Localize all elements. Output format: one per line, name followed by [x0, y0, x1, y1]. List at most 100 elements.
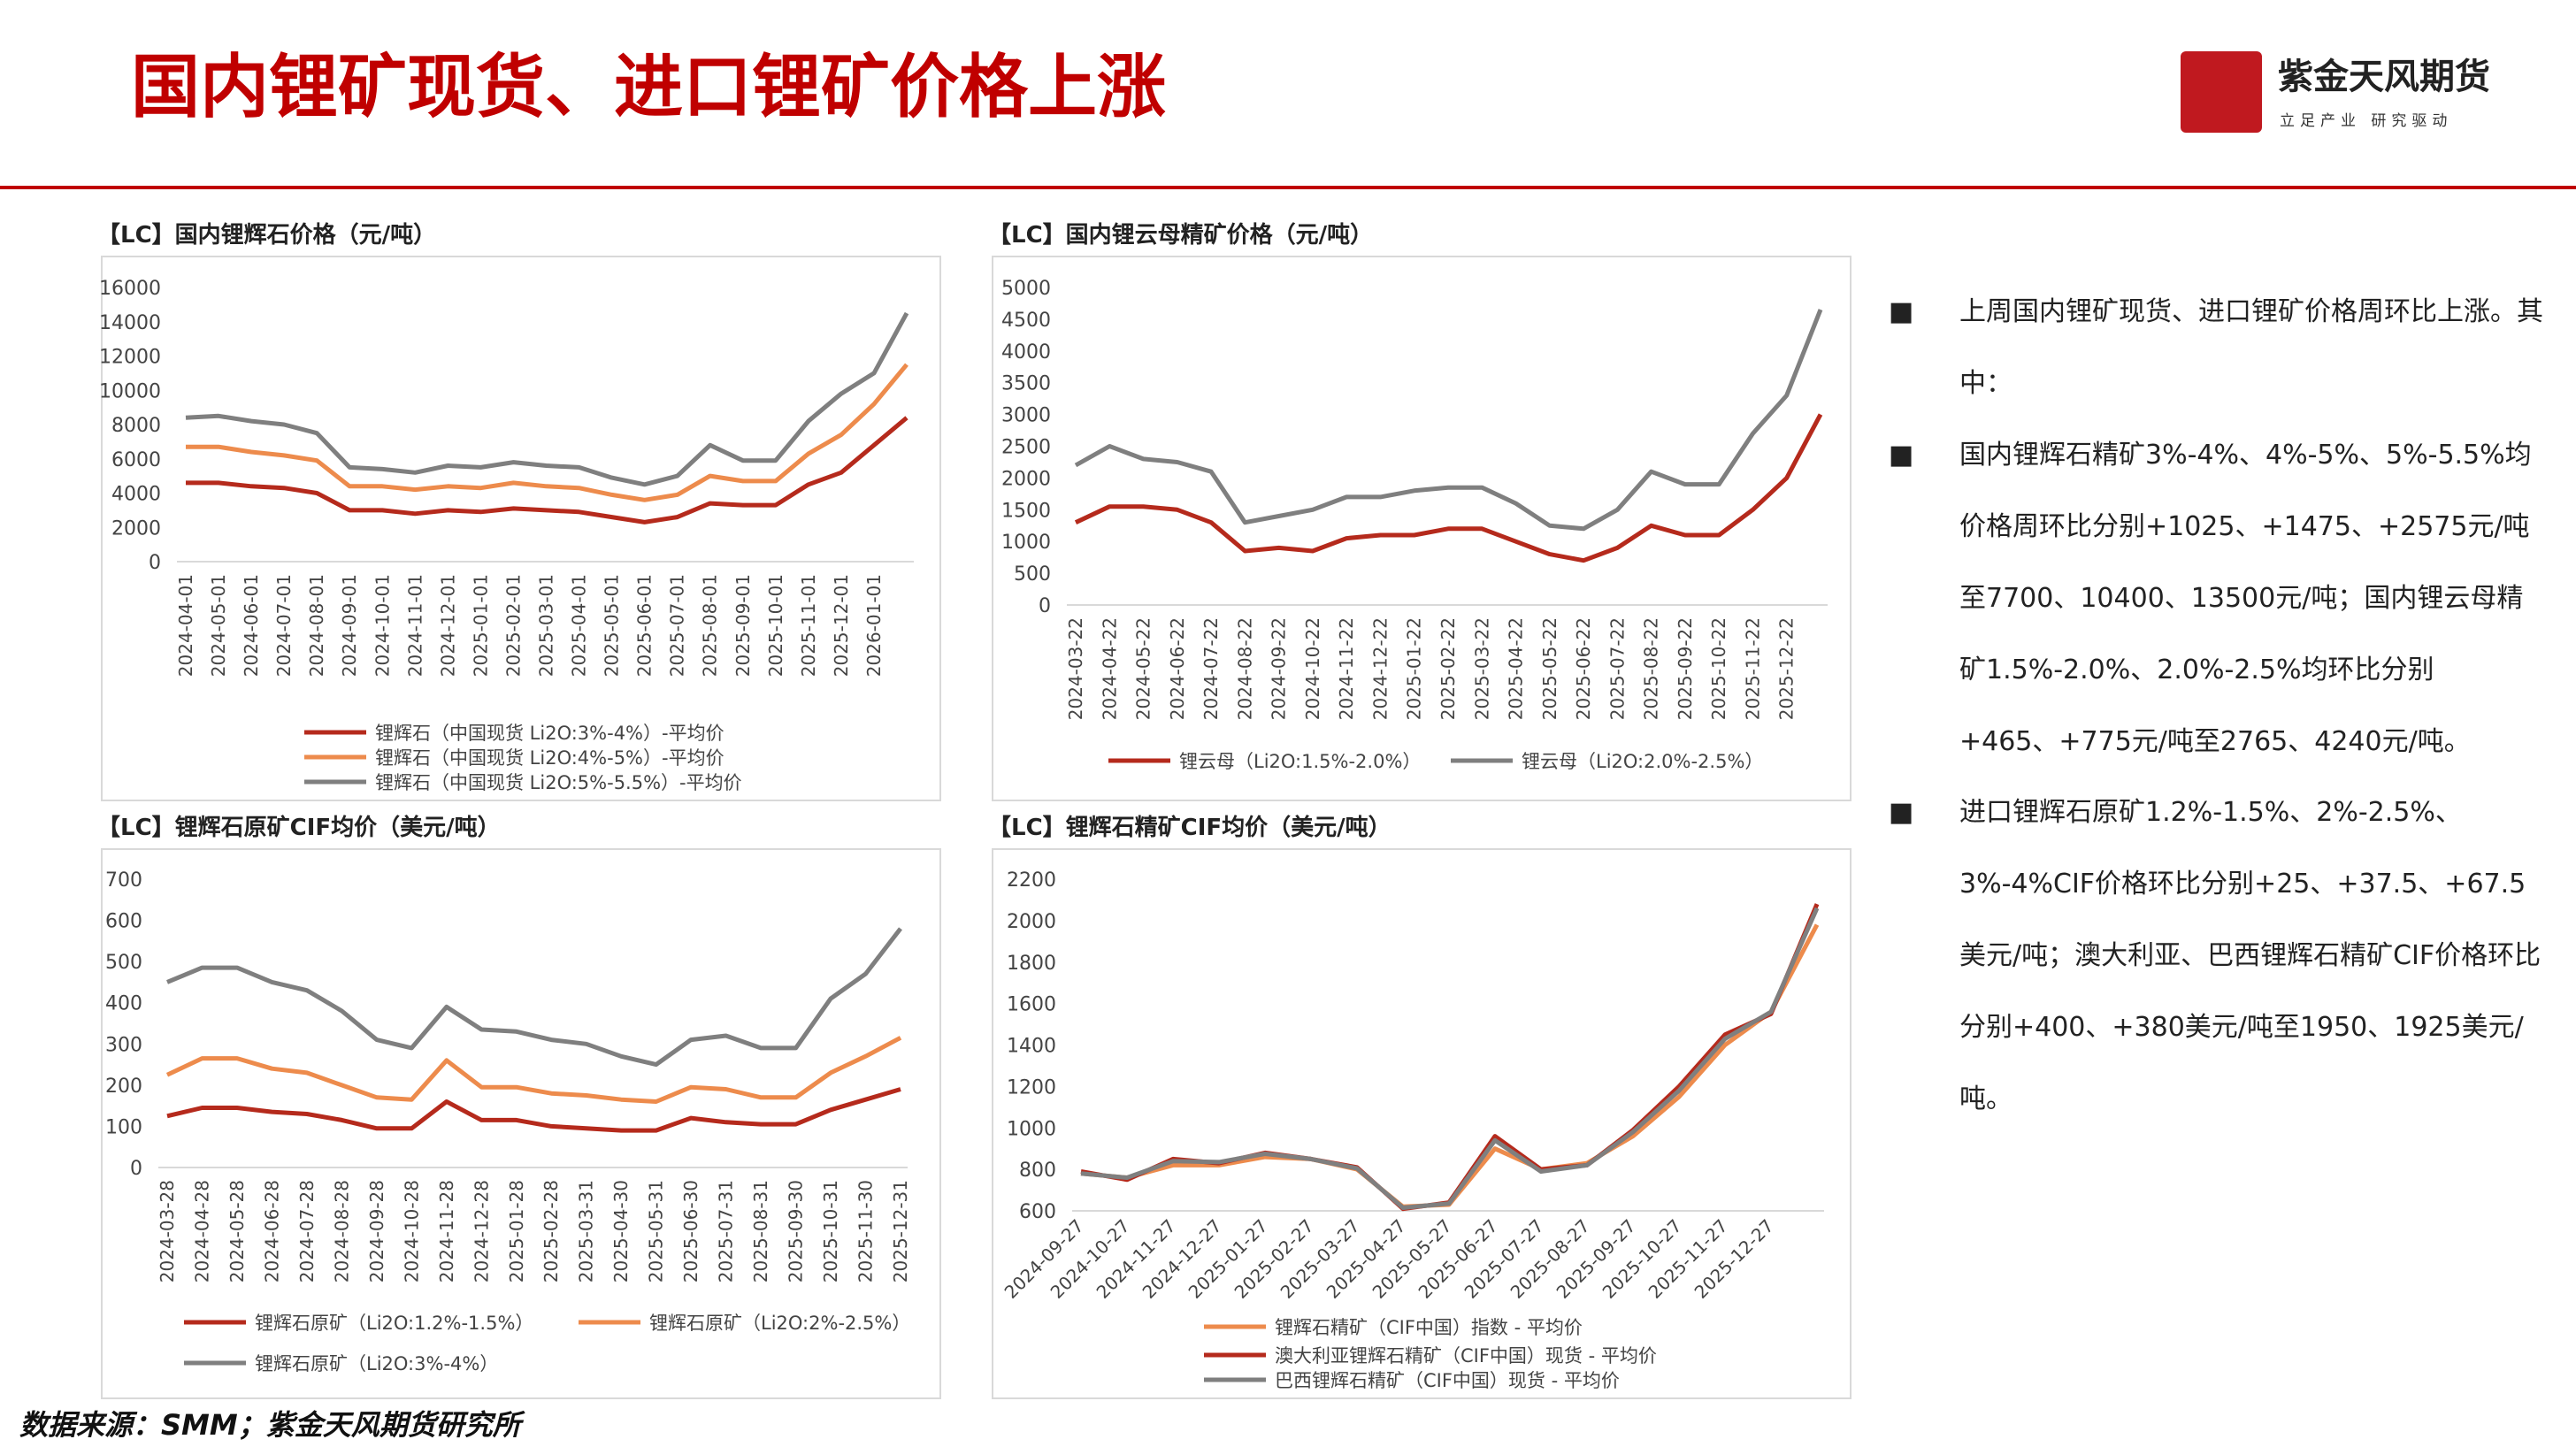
x-tick-label: 2025-02-01: [502, 574, 524, 677]
slogan: 立足产业 研究驱动: [2280, 112, 2452, 130]
x-tick-label: 2025-04-01: [569, 574, 590, 677]
x-tick-label: 2025-01-01: [470, 574, 491, 677]
y-tick-label: 800: [1019, 1160, 1056, 1182]
series-line: [165, 1036, 902, 1104]
y-tick-label: 0: [149, 552, 161, 574]
x-tick-label: 2025-08-31: [750, 1180, 771, 1282]
series-line: [1080, 923, 1820, 1209]
x-tick-label: 2024-07-01: [273, 574, 295, 677]
x-tick-label: 2024-05-01: [208, 574, 229, 677]
series-line: [1080, 907, 1820, 1210]
y-tick-label: 1600: [1007, 994, 1056, 1016]
chart-title: 【LC】锂辉石精矿CIF均价（美元/吨）: [988, 814, 1392, 841]
x-tick-label: 2025-01-22: [1404, 617, 1425, 720]
chart-panel: [992, 848, 1852, 1399]
y-tick-label: 14000: [99, 312, 161, 334]
bullet-marker: ■: [1889, 797, 1914, 828]
bullet-marker: ■: [1889, 296, 1914, 327]
y-tick-label: 3000: [1001, 405, 1051, 427]
y-tick-label: 600: [105, 911, 142, 933]
x-tick-label: 2025-09-22: [1675, 617, 1696, 720]
x-tick-label: 2024-05-22: [1133, 617, 1154, 720]
x-tick-label: 2025-02-28: [540, 1180, 562, 1282]
chart-panel: [992, 256, 1852, 801]
x-tick-label: 2025-02-22: [1438, 617, 1459, 720]
x-tick-label: 2024-11-01: [404, 574, 426, 677]
x-tick-label: 2025-06-30: [680, 1180, 702, 1282]
series-line: [186, 363, 908, 502]
y-tick-label: 4000: [1001, 341, 1051, 364]
x-tick-label: 2025-10-31: [820, 1180, 841, 1282]
x-tick-label: 2024-11-22: [1336, 617, 1357, 720]
y-tick-label: 1800: [1007, 953, 1056, 975]
bullet-text: 国内锂辉石精矿3%-4%、4%-5%、5%-5.5%均价格周环比分别+1025、…: [1959, 440, 2532, 757]
x-tick-label: 2025-09-30: [786, 1180, 807, 1282]
x-tick-label: 2024-09-22: [1269, 617, 1290, 720]
x-tick-label: 2025-08-22: [1641, 617, 1662, 720]
x-tick-label: 2024-04-28: [191, 1180, 212, 1282]
y-tick-label: 5000: [1001, 278, 1051, 300]
x-tick-label: 2024-06-01: [241, 574, 262, 677]
y-tick-label: 0: [130, 1158, 142, 1180]
y-tick-label: 16000: [99, 278, 161, 300]
legend-label: 锂辉石原矿（Li2O:3%-4%）: [255, 1353, 498, 1374]
x-tick-label: 2025-11-30: [855, 1180, 877, 1282]
y-tick-label: 500: [105, 952, 142, 974]
x-tick-label: 2024-08-22: [1234, 617, 1255, 720]
series-line: [186, 416, 908, 524]
y-tick-label: 300: [105, 1034, 142, 1056]
x-tick-label: 2024-11-28: [436, 1180, 457, 1282]
y-tick-label: 500: [1014, 563, 1051, 586]
x-tick-label: 2025-12-31: [890, 1180, 911, 1282]
bullet: ■ 国内锂辉石精矿3%-4%、4%-5%、5%-5.5%均价格周环比分别+1025…: [1889, 419, 2543, 777]
x-tick-label: 2024-12-22: [1369, 617, 1391, 720]
page-title: 国内锂矿现货、进口锂矿价格上涨: [131, 47, 1166, 127]
y-tick-label: 1000: [1001, 532, 1051, 554]
legend-label: 锂辉石精矿（CIF中国）指数 - 平均价: [1275, 1317, 1583, 1338]
x-tick-label: 2025-12-01: [831, 574, 852, 677]
chart-panel: [101, 256, 941, 801]
series-line: [1074, 309, 1823, 532]
y-tick-label: 400: [105, 993, 142, 1015]
x-tick-label: 2024-09-01: [339, 574, 360, 677]
x-tick-label: 2025-04-30: [610, 1180, 632, 1282]
x-tick-label: 2025-10-22: [1708, 617, 1729, 720]
legend-label: 锂辉石（中国现货 Li2O:5%-5.5%）-平均价: [375, 772, 742, 793]
bullet: ■ 上周国内锂矿现货、进口锂矿价格周环比上涨。其中：: [1889, 276, 2543, 419]
x-tick-label: 2025-09-01: [732, 574, 754, 677]
x-tick-label: 2025-03-22: [1471, 617, 1492, 720]
legend-label: 巴西锂辉石精矿（CIF中国）现货 - 平均价: [1275, 1370, 1620, 1391]
y-tick-label: 100: [105, 1116, 142, 1138]
x-tick-label: 2024-03-22: [1065, 617, 1086, 720]
x-tick-label: 2024-04-22: [1099, 617, 1120, 720]
y-tick-label: 200: [105, 1076, 142, 1098]
legend-label: 锂云母（Li2O:2.0%-2.5%）: [1522, 751, 1763, 772]
logo-icon: [2181, 51, 2262, 133]
x-tick-label: 2024-10-22: [1302, 617, 1323, 720]
y-tick-label: 1400: [1007, 1036, 1056, 1058]
chart-panel: [101, 848, 941, 1399]
legend-label: 锂辉石（中国现货 Li2O:4%-5%）-平均价: [375, 747, 724, 769]
x-tick-label: 2024-05-28: [226, 1180, 248, 1282]
bullet: ■ 进口锂辉石原矿1.2%-1.5%、2%-2.5%、3%-4%CIF价格环比分别…: [1889, 777, 2543, 1135]
y-tick-label: 8000: [111, 415, 161, 437]
y-tick-label: 2000: [1007, 911, 1056, 933]
x-tick-label: 2024-06-22: [1167, 617, 1188, 720]
x-tick-label: 2024-03-28: [157, 1180, 178, 1282]
x-tick-label: 2025-05-31: [646, 1180, 667, 1282]
y-tick-label: 1200: [1007, 1076, 1056, 1099]
x-tick-label: 2025-04-22: [1506, 617, 1527, 720]
x-tick-label: 2025-10-01: [765, 574, 786, 677]
x-tick-label: 2024-06-28: [261, 1180, 282, 1282]
bullet-text: 上周国内锂矿现货、进口锂矿价格周环比上涨。其中：: [1959, 296, 2543, 399]
y-tick-label: 0: [1039, 595, 1051, 617]
y-tick-label: 1000: [1007, 1118, 1056, 1140]
legend-label: 锂辉石原矿（Li2O:1.2%-1.5%）: [255, 1313, 533, 1334]
series-line: [185, 311, 909, 487]
x-tick-label: 2024-12-28: [471, 1180, 492, 1282]
x-tick-label: 2024-10-28: [401, 1180, 422, 1282]
chart-title: 【LC】国内锂辉石价格（元/吨）: [97, 221, 436, 249]
legend-label: 锂云母（Li2O:1.5%-2.0%）: [1179, 751, 1421, 772]
